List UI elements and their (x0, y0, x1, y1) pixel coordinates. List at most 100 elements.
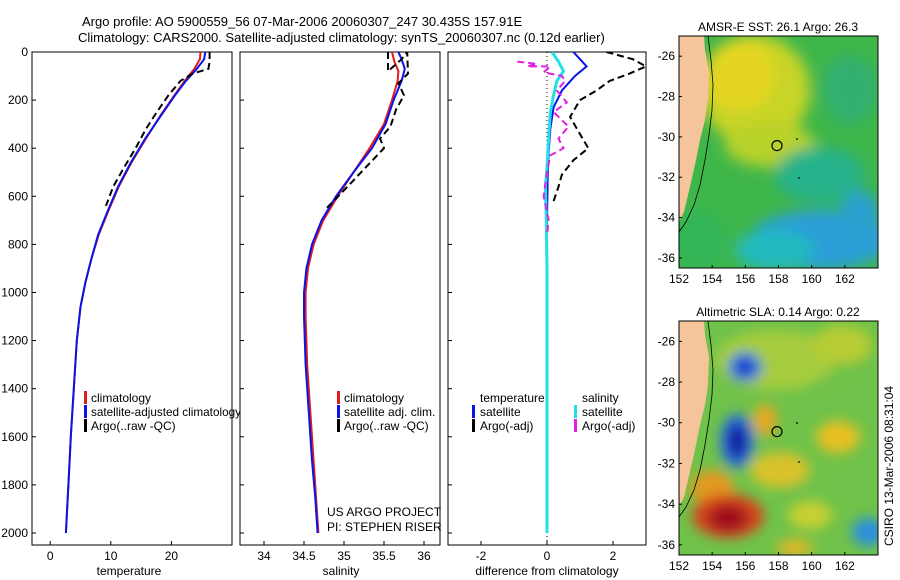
legend-swatch-climatology (84, 391, 87, 404)
salinity-argo-difference-line (517, 60, 570, 235)
lon-tick-label: 158 (768, 559, 788, 573)
salinity-climatology-line (304, 52, 400, 534)
sst-shelf-contour (679, 36, 714, 233)
salinity-axes-frame (239, 51, 441, 546)
lat-tick-label: -30 (658, 416, 676, 430)
depth-tick-label: 400 (8, 141, 28, 155)
temperature-panel: 0 200 400 600 800 1000 1200 1400 1600 1800 2000 0 1… (1, 45, 241, 578)
sla-map: Altimetric SLA: 0.14 Argo: 0.22 (658, 305, 879, 573)
sst-land (679, 36, 709, 222)
salinity-satellite-difference-line (543, 52, 566, 533)
x-tick-label: 0 (47, 549, 54, 563)
legend-group-salinity: salinity (582, 391, 619, 405)
x-tick-label: 0 (544, 549, 551, 563)
depth-tick-label: 800 (8, 237, 28, 251)
temperature-tick-labels: 0 10 20 (32, 51, 178, 563)
lat-tick-label: -26 (658, 334, 676, 348)
legend-swatch-temperature-argo (472, 419, 475, 432)
difference-tick-labels: -2 0 2 (448, 51, 617, 563)
salinity-argo-line (323, 52, 410, 212)
legend-swatch-satellite (84, 405, 87, 418)
depth-tick-label: 1600 (1, 430, 28, 444)
depth-tick-label: 1400 (1, 382, 28, 396)
lon-tick-label: 156 (735, 559, 755, 573)
x-tick-label: 2 (610, 549, 617, 563)
salinity-axis-label: salinity (323, 564, 360, 578)
legend-swatch-argo (337, 419, 340, 432)
temperature-legend: climatology satellite-adjusted climatolo… (84, 391, 241, 433)
legend-swatch-salinity-argo (574, 419, 577, 432)
sla-land (679, 321, 709, 507)
lon-tick-label: 154 (702, 559, 722, 573)
legend-swatch-satellite (337, 405, 340, 418)
lon-tick-label: 162 (835, 559, 855, 573)
sla-argo-marker (771, 426, 783, 438)
pi-annotation: PI: STEPHEN RISER (327, 520, 442, 534)
salinity-panel: 34 34.5 35 35.5 36 salinity climatology sate… (239, 51, 442, 578)
depth-tick-label: 200 (8, 93, 28, 107)
lat-tick-label: -28 (658, 90, 676, 104)
legend-swatch-salinity-satellite (574, 405, 577, 418)
depth-tick-label: 2000 (1, 526, 28, 540)
salinity-legend: climatology satellite adj. clim. Argo(..… (337, 391, 435, 433)
depth-tick-label: 0 (21, 45, 28, 59)
sla-latitude-ticks: -26 -28 -30 -32 -34 -36 (658, 334, 682, 552)
sla-shelf-contour (679, 321, 714, 518)
sla-map-title: Altimetric SLA: 0.14 Argo: 0.22 (696, 305, 860, 319)
x-tick-label: 34.5 (292, 549, 316, 563)
difference-panel: -2 0 2 difference from climatology tempera… (447, 51, 647, 578)
lat-tick-label: -36 (658, 251, 676, 265)
x-tick-label: 36 (417, 549, 431, 563)
depth-tick-label: 600 (8, 189, 28, 203)
lat-tick-label: -34 (658, 497, 676, 511)
legend-label-salinity-satellite: satellite (582, 405, 623, 419)
legend-label-temperature-satellite: satellite (480, 405, 521, 419)
legend-swatch-climatology (337, 391, 340, 404)
temperature-argo-difference-line (552, 52, 646, 202)
lon-tick-label: 160 (802, 272, 822, 286)
sst-map-title: AMSR-E SST: 26.1 Argo: 26.3 (698, 20, 858, 34)
legend-label-temperature-argo: Argo(-adj) (480, 419, 533, 433)
difference-legend: temperature salinity satellite Argo(-adj… (472, 391, 635, 433)
lon-tick-label: 156 (735, 272, 755, 286)
lon-tick-label: 162 (835, 272, 855, 286)
sst-island-dot (796, 138, 798, 140)
depth-tick-label: 1200 (1, 334, 28, 348)
x-tick-label: 35 (337, 549, 351, 563)
temperature-axes-frame (31, 51, 233, 546)
x-tick-label: -2 (476, 549, 487, 563)
depth-tick-labels: 0 200 400 600 800 1000 1200 1400 1600 1800 2000 (1, 45, 28, 540)
sla-field (679, 321, 878, 555)
header-line-1: Argo profile: AO 5900559_56 07-Mar-2006 … (82, 14, 523, 29)
sst-longitude-ticks: 152 154 156 158 160 162 (669, 265, 855, 286)
lat-tick-label: -32 (658, 456, 676, 470)
legend-label-climatology: climatology (344, 391, 404, 405)
x-tick-label: 34 (257, 549, 271, 563)
lon-tick-label: 158 (768, 272, 788, 286)
sla-longitude-ticks: 152 154 156 158 160 162 (669, 552, 855, 573)
sla-island-dot (798, 461, 800, 463)
temperature-argo-line (104, 52, 211, 207)
x-tick-label: 35.5 (372, 549, 396, 563)
legend-label-satellite: satellite adj. clim. (344, 405, 435, 419)
legend-label-satellite: satellite-adjusted climatology (91, 405, 241, 419)
legend-label-argo: Argo(..raw -QC) (344, 419, 429, 433)
csiro-timestamp: CSIRO 13-Mar-2006 08:31:04 (882, 386, 896, 546)
sst-island-dot (798, 177, 800, 179)
lon-tick-label: 160 (802, 559, 822, 573)
legend-label-argo: Argo(..raw -QC) (91, 419, 176, 433)
salinity-tick-labels: 34 34.5 35 35.5 36 (240, 51, 431, 563)
project-annotation: US ARGO PROJECT (327, 505, 442, 519)
difference-axis-label: difference from climatology (475, 564, 618, 578)
depth-tick-label: 1000 (1, 285, 28, 299)
lat-tick-label: -36 (658, 538, 676, 552)
lat-tick-label: -28 (658, 375, 676, 389)
temperature-axis-label: temperature (97, 564, 162, 578)
lon-tick-label: 152 (669, 272, 689, 286)
legend-label-climatology: climatology (91, 391, 151, 405)
sst-map: AMSR-E SST: 26.1 Argo: 26.3 152 154 156 158… (658, 20, 879, 286)
sst-latitude-ticks: -26 -28 -30 -32 -34 -36 (658, 49, 682, 265)
legend-swatch-argo (84, 419, 87, 432)
lat-tick-label: -26 (658, 49, 676, 63)
